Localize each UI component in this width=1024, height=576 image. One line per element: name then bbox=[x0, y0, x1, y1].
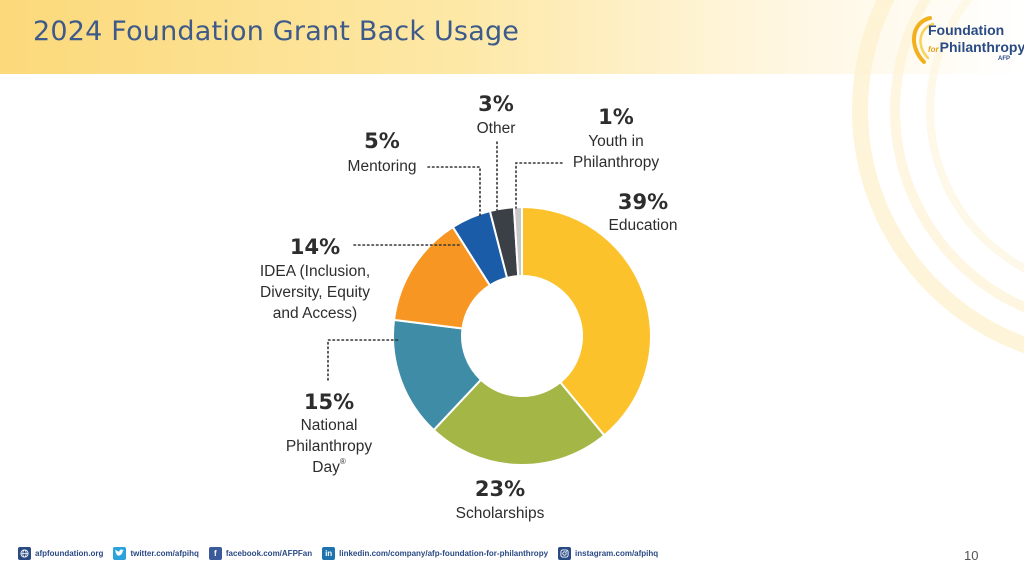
facebook-icon: f bbox=[208, 546, 222, 560]
footer-links: afpfoundation.org twitter.com/afpihq f f… bbox=[18, 545, 668, 561]
data-label-idea: Diversity, Equity bbox=[260, 284, 370, 301]
data-label-national_philanthropy_day: Philanthropy bbox=[286, 438, 372, 455]
footer-link-text: facebook.com/AFPFan bbox=[225, 548, 313, 558]
header-band bbox=[0, 0, 1024, 74]
footer-link-text: afpfoundation.org bbox=[35, 548, 104, 558]
footer-link-instagram[interactable]: instagram.com/afpihq bbox=[558, 546, 659, 560]
data-label-youth-pct: 1% bbox=[598, 105, 634, 129]
data-label-mentoring: Mentoring bbox=[348, 158, 417, 175]
logo-for: for bbox=[928, 45, 939, 54]
donut-slices bbox=[392, 205, 652, 466]
data-label-idea: IDEA (Inclusion, bbox=[260, 263, 370, 280]
data-label-national_philanthropy_day-pct: 15% bbox=[304, 390, 354, 414]
page-number: 10 bbox=[964, 548, 979, 563]
data-label-education: Education bbox=[609, 217, 678, 234]
footer-link-text: twitter.com/afpihq bbox=[130, 548, 199, 558]
data-label-other: Other bbox=[477, 120, 516, 137]
logo-line-1: Foundation bbox=[928, 22, 1005, 38]
leader-lines bbox=[327, 141, 563, 381]
leader-line-youth bbox=[515, 162, 563, 209]
data-label-national_philanthropy_day: Day® bbox=[312, 457, 346, 476]
data-label-idea-pct: 14% bbox=[290, 235, 340, 259]
footer-link-text: instagram.com/afpihq bbox=[575, 548, 659, 558]
logo-swoosh-icon bbox=[911, 16, 935, 64]
footer-link-facebook[interactable]: f facebook.com/AFPFan bbox=[208, 546, 313, 560]
twitter-icon bbox=[113, 546, 127, 560]
data-label-scholarships-pct: 23% bbox=[475, 477, 525, 501]
data-label-education-pct: 39% bbox=[618, 190, 668, 214]
data-label-mentoring-pct: 5% bbox=[364, 129, 400, 153]
registered-mark: ® bbox=[340, 457, 346, 466]
data-label-youth: Philanthropy bbox=[573, 154, 659, 171]
globe-icon bbox=[18, 546, 31, 560]
footer-link-website[interactable]: afpfoundation.org bbox=[18, 546, 104, 560]
leader-line-mentoring bbox=[427, 166, 481, 217]
page-title: 2024 Foundation Grant Back Usage bbox=[33, 16, 520, 47]
linkedin-icon: in bbox=[322, 546, 336, 560]
footer-link-linkedin[interactable]: in linkedin.com/company/afp-foundation-f… bbox=[322, 546, 549, 560]
data-label-other-pct: 3% bbox=[478, 92, 514, 116]
data-label-national_philanthropy_day: National bbox=[301, 417, 358, 434]
slice-education bbox=[521, 205, 652, 437]
footer-link-text: linkedin.com/company/afp-foundation-for-… bbox=[339, 548, 549, 558]
leader-line-national_philanthropy_day bbox=[327, 339, 399, 381]
instagram-icon bbox=[558, 546, 572, 560]
slice-scholarships bbox=[432, 378, 606, 466]
data-label-youth: Youth in bbox=[588, 133, 643, 150]
footer-link-twitter[interactable]: twitter.com/afpihq bbox=[113, 546, 199, 560]
data-label-idea: and Access) bbox=[273, 305, 357, 322]
logo-line-2-text: Philanthropy bbox=[939, 39, 1024, 55]
logo-tagline: AFP bbox=[998, 56, 1010, 62]
foundation-for-philanthropy-logo: Foundation forPhilanthropy AFP bbox=[906, 12, 1024, 68]
data-label-scholarships: Scholarships bbox=[456, 505, 545, 522]
data-labels: 39% Education 23% Scholarships 15% National Ph… bbox=[260, 92, 678, 522]
logo-line-2: forPhilanthropy bbox=[928, 39, 1024, 55]
